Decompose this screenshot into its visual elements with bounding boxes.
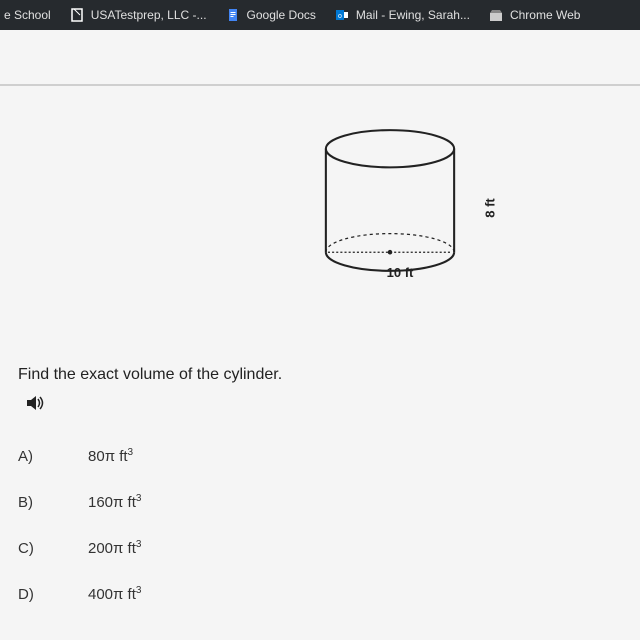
choices-list: A) 80π ft3 B) 160π ft3 C) 200π ft3 D) 40… [0,427,640,603]
bookmark-label: Chrome Web [510,8,580,22]
choice-value: 400π ft3 [88,585,141,603]
question-block: Find the exact volume of the cylinder. [0,336,640,427]
outlook-icon: o [334,7,350,23]
bookmark-label: e School [4,8,51,22]
choice-value: 200π ft3 [88,539,141,557]
choice-letter: B) [18,494,88,511]
cylinder-svg [305,126,475,276]
figure-area: 8 ft 10 ft [0,86,640,336]
choice-value: 80π ft3 [88,447,133,465]
bookmark-bar: e School USATestprep, LLC -... Google Do… [0,0,640,30]
choice-b[interactable]: B) 160π ft3 [18,493,622,511]
chrome-store-icon [488,7,504,23]
bookmark-usatestprep[interactable]: USATestprep, LLC -... [69,7,207,23]
bookmark-chromeweb[interactable]: Chrome Web [488,7,580,23]
content-area: 8 ft 10 ft Find the exact volume of the … [0,30,640,640]
bookmark-label: USATestprep, LLC -... [91,8,207,22]
speaker-button[interactable] [26,394,622,417]
page-icon [69,7,85,23]
bookmark-mail[interactable]: o Mail - Ewing, Sarah... [334,7,470,23]
choice-letter: D) [18,586,88,603]
bookmark-school[interactable]: e School [4,8,51,22]
choice-d[interactable]: D) 400π ft3 [18,585,622,603]
choice-letter: C) [18,540,88,557]
bookmark-label: Mail - Ewing, Sarah... [356,8,470,22]
bookmark-googledocs[interactable]: Google Docs [225,7,316,23]
choice-letter: A) [18,448,88,465]
diameter-label: 10 ft [387,265,414,280]
bookmark-label: Google Docs [247,8,316,22]
choice-value: 160π ft3 [88,493,141,511]
height-label: 8 ft [482,198,497,218]
speaker-icon [26,394,48,412]
choice-c[interactable]: C) 200π ft3 [18,539,622,557]
docs-icon [225,7,241,23]
choice-a[interactable]: A) 80π ft3 [18,447,622,465]
cylinder-diagram: 8 ft 10 ft [305,126,495,296]
question-text: Find the exact volume of the cylinder. [18,366,622,384]
svg-text:o: o [338,13,342,20]
